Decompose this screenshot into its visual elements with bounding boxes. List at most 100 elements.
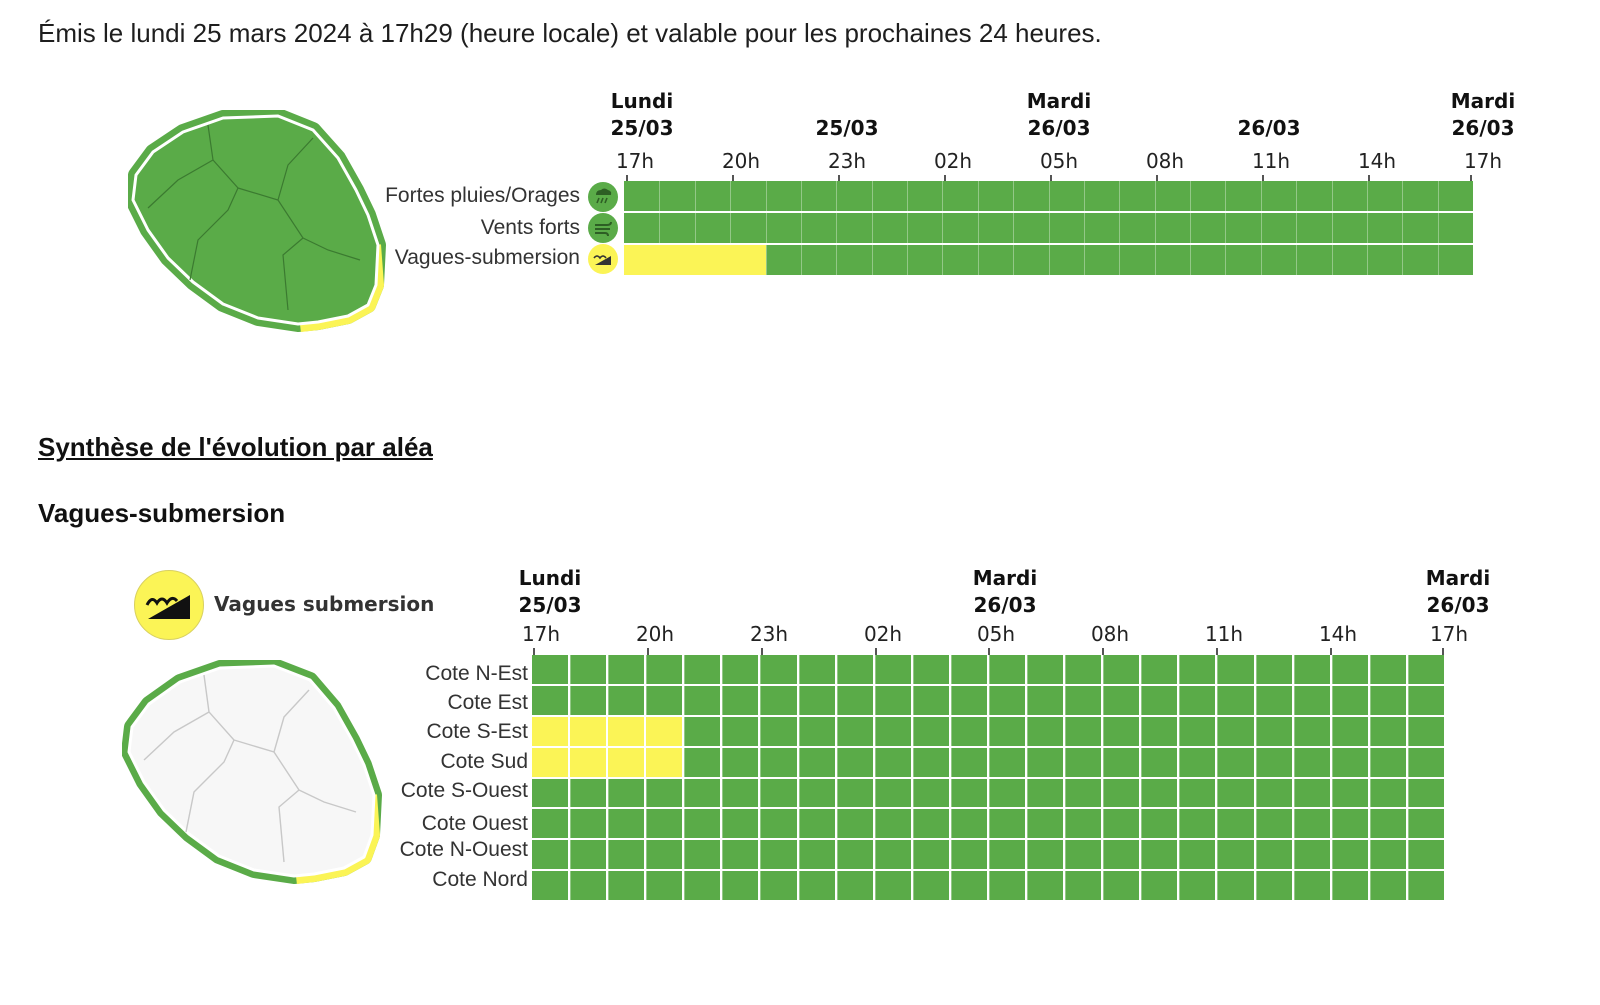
timeline-cell — [1407, 655, 1444, 684]
timeline-cell — [532, 871, 569, 900]
timeline-cell — [1255, 747, 1292, 777]
timeline-cell — [722, 747, 759, 777]
overview-hour-tick: 17h — [1463, 149, 1503, 173]
tick-mark — [1262, 175, 1264, 182]
synthesis-day-3: Mardi 26/03 — [1425, 566, 1491, 617]
timeline-cell — [608, 871, 645, 900]
timeline-cell — [950, 809, 987, 839]
timeline-cell — [1141, 840, 1178, 870]
timeline-cell — [694, 213, 731, 243]
timeline-cell — [765, 245, 801, 275]
wave-legend-icon — [134, 570, 204, 640]
timeline-cell — [1217, 655, 1254, 684]
timeline-cell — [1179, 871, 1216, 900]
overview-hour-tick: 17h — [615, 149, 655, 173]
timeline-cell — [1083, 213, 1120, 243]
timeline-cell — [1369, 655, 1406, 684]
timeline-cell — [1141, 778, 1178, 808]
timeline-cell — [1407, 840, 1444, 870]
timeline-cell — [684, 716, 721, 746]
timeline-cell — [1190, 245, 1226, 275]
timeline-cell — [1225, 181, 1261, 211]
timeline-cell — [532, 655, 569, 684]
timeline-cell — [1331, 685, 1368, 715]
timeline-cell — [1141, 685, 1178, 715]
timeline-cell — [1065, 871, 1102, 900]
synthesis-hour-tick: 14h — [1318, 622, 1358, 646]
timeline-cell — [1369, 747, 1406, 777]
timeline-cell — [907, 213, 943, 243]
timeline-cell — [912, 655, 949, 684]
timeline-cell — [570, 840, 607, 870]
timeline-cell — [912, 809, 949, 839]
coast-row-label: Cote Ouest — [421, 812, 528, 835]
timeline-cell — [1154, 213, 1190, 243]
timeline-cell — [684, 655, 721, 684]
timeline-cell — [988, 809, 1026, 839]
timeline-cell — [1366, 181, 1403, 211]
timeline-cell — [1154, 181, 1190, 211]
timeline-cell — [1255, 778, 1292, 808]
synthesis-hour-tick: 05h — [976, 622, 1016, 646]
timeline-cell — [1179, 778, 1216, 808]
timeline-cell — [1065, 840, 1102, 870]
tick-mark — [1050, 175, 1052, 182]
overview-day-5: Mardi 26/03 — [1450, 89, 1516, 140]
timeline-cell — [1437, 213, 1473, 243]
issued-text: Émis le lundi 25 mars 2024 à 17h29 (heur… — [38, 18, 1102, 48]
synthesis-day-1: Lundi 25/03 — [518, 566, 582, 617]
timeline-cell — [1260, 245, 1297, 275]
timeline-cell — [1331, 213, 1367, 243]
wave-icon — [588, 244, 618, 274]
timeline-cell — [760, 809, 797, 839]
timeline-cell — [871, 181, 907, 211]
reunion-map-overview — [128, 110, 386, 332]
timeline-cell — [570, 716, 607, 746]
timeline-cell — [871, 245, 907, 275]
tick-mark — [838, 175, 840, 182]
timeline-cell — [988, 685, 1026, 715]
timeline-cell — [608, 685, 645, 715]
timeline-cell — [1217, 716, 1254, 746]
timeline-cell — [1141, 809, 1178, 839]
coast-row-label: Cote N-Ouest — [399, 838, 528, 861]
timeline-cell — [950, 747, 987, 777]
timeline-cell — [1103, 840, 1140, 870]
timeline-cell — [694, 245, 731, 275]
section-title: Synthèse de l'évolution par aléa — [38, 432, 433, 462]
timeline-cell — [646, 871, 683, 900]
timeline-cell — [1103, 747, 1140, 777]
timeline-cell — [1217, 747, 1254, 777]
timeline-cell — [1225, 245, 1261, 275]
timeline-cell — [684, 778, 721, 808]
timeline-cell — [1331, 809, 1368, 839]
timeline-cell — [1027, 871, 1064, 900]
timeline-cell — [1048, 181, 1084, 211]
timeline-cell — [1260, 213, 1297, 243]
timeline-cell — [942, 213, 978, 243]
timeline-cell — [1027, 655, 1064, 684]
timeline-cell — [1065, 655, 1102, 684]
timeline-cell — [659, 245, 695, 275]
timeline-cell — [1154, 245, 1190, 275]
timeline-cell — [1179, 747, 1216, 777]
timeline-cell — [950, 871, 987, 900]
timeline-cell — [988, 871, 1026, 900]
timeline-cell — [624, 181, 660, 211]
timeline-cell — [1255, 809, 1292, 839]
timeline-cell — [1103, 871, 1140, 900]
timeline-cell — [1217, 809, 1254, 839]
timeline-cell — [1293, 871, 1330, 900]
overview-hour-tick: 05h — [1039, 149, 1079, 173]
coast-row-label: Cote N-Est — [425, 662, 528, 685]
timeline-cell — [646, 685, 683, 715]
timeline-cell — [874, 840, 911, 870]
timeline-cell — [760, 655, 797, 684]
tick-mark — [1330, 648, 1332, 655]
timeline-cell — [1103, 655, 1140, 684]
timeline-cell — [836, 655, 873, 684]
timeline-cell — [532, 685, 569, 715]
timeline-cell — [570, 685, 607, 715]
timeline-cell — [988, 840, 1026, 870]
timeline-cell — [1217, 840, 1254, 870]
